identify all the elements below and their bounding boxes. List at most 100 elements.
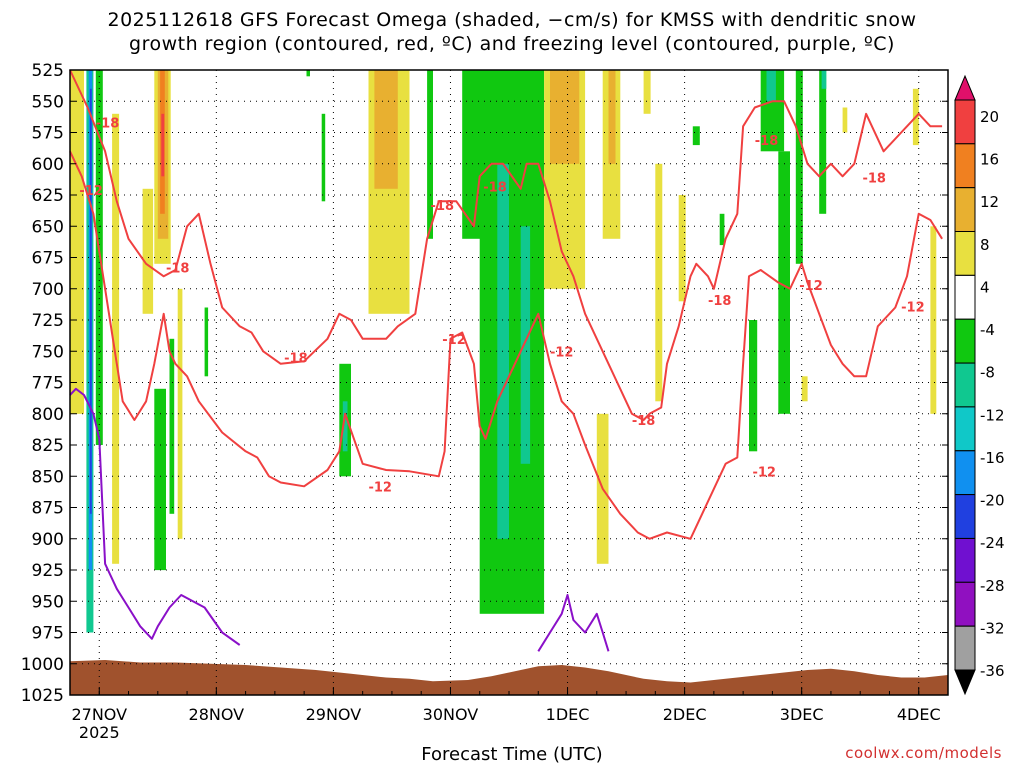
- colorbar-label-4: 4: [980, 279, 990, 297]
- omega-shade-20: [374, 70, 398, 189]
- contour-label-13: -12: [799, 279, 823, 294]
- omega-shade-16: [321, 113, 326, 202]
- colorbar-bin-6: [954, 318, 976, 364]
- y-tick-label-7: 700: [32, 280, 64, 300]
- colorbar-bin-11: [954, 538, 976, 583]
- x-tick-label-4: 1DEC: [546, 705, 590, 724]
- y-tick-label-15: 900: [32, 530, 64, 550]
- colorbar-bottom-arrow: [954, 669, 976, 696]
- x-tick-sublabel-0: 2025: [79, 723, 120, 742]
- omega-shade-39: [778, 151, 790, 414]
- x-tick-label-3: 30NOV: [423, 705, 479, 724]
- contour-label-2: -18: [166, 262, 190, 277]
- colorbar-label-11: -28: [980, 577, 1005, 595]
- freezing-level-contour-2: [537, 594, 610, 652]
- title-line-2: growth region (contoured, red, ºC) and f…: [129, 33, 895, 55]
- y-axis: 525 550 575 600 625 650 675 700 725 750 775 800 825 8…: [21, 61, 948, 706]
- omega-shade-23: [479, 70, 545, 614]
- chart-title: 2025112618 GFS Forecast Omega (shaded, −…: [0, 8, 1024, 56]
- omega-shade-14: [204, 307, 209, 377]
- colorbar-label-9: -20: [980, 492, 1005, 510]
- y-tick-label-2: 575: [32, 124, 64, 144]
- contour-labels: -18 -12 -18 -18 -12 -18 -12 -18 -12 -18 -18 -18 -12 -…: [79, 117, 925, 496]
- y-tick-label-14: 875: [32, 499, 64, 519]
- dgz-contour-minus12: [69, 150, 943, 540]
- y-tick-label-17: 950: [32, 592, 64, 612]
- terrain-area: [70, 660, 948, 695]
- x-tick-label-2: 29NOV: [306, 705, 362, 724]
- colorbar-bin-9: [954, 450, 976, 496]
- y-tick-label-13: 850: [32, 467, 64, 487]
- omega-shade-42: [821, 70, 827, 89]
- colorbar-bin-3: [954, 187, 976, 232]
- y-tick-label-16: 925: [32, 561, 64, 581]
- omega-shade-25: [520, 226, 531, 464]
- omega-shade-10: [161, 113, 165, 177]
- contour-label-1: -12: [79, 184, 103, 199]
- colorbar-bin-5: [954, 274, 976, 320]
- contour-label-0: -18: [96, 117, 120, 132]
- y-tick-label-0: 525: [32, 61, 64, 81]
- omega-shade-35: [719, 213, 725, 246]
- colorbar-label-10: -24: [980, 534, 1005, 552]
- y-tick-label-9: 750: [32, 342, 64, 362]
- omega-shade-3: [89, 88, 92, 514]
- freezing-level-contour: [69, 387, 241, 646]
- y-tick-label-5: 650: [32, 217, 64, 237]
- contour-label-11: -18: [755, 134, 779, 149]
- omega-shade-0: [70, 70, 84, 414]
- colorbar-label-13: -36: [980, 662, 1005, 680]
- contour-label-3: -18: [284, 352, 308, 367]
- colorbar-label-12: -32: [980, 619, 1005, 637]
- y-tick-label-4: 625: [32, 186, 64, 206]
- omega-shade-29: [608, 70, 616, 164]
- omega-shade-24: [497, 163, 509, 539]
- y-tick-label-3: 600: [32, 155, 64, 175]
- omega-shade-11: [154, 388, 166, 571]
- x-tick-label-7: 4DEC: [897, 705, 941, 724]
- colorbar-label-2: 12: [980, 193, 999, 211]
- y-tick-label-1: 550: [32, 92, 64, 112]
- omega-shade-43: [801, 376, 808, 402]
- colorbar-bin-12: [954, 581, 976, 627]
- contour-label-14: -18: [862, 172, 886, 187]
- colorbar-bin-2: [954, 143, 976, 189]
- contours: [69, 69, 943, 652]
- colorbar-bin-8: [954, 406, 976, 452]
- colorbar-label-8: -16: [980, 449, 1005, 467]
- gridlines: [70, 70, 948, 695]
- y-tick-label-10: 775: [32, 374, 64, 394]
- x-tick-label-1: 28NOV: [189, 705, 245, 724]
- colorbar-label-0: 20: [980, 108, 999, 126]
- omega-shade-36: [749, 320, 758, 452]
- colorbar-top-arrow: [954, 74, 976, 101]
- contour-label-10: -18: [708, 294, 732, 309]
- omega-shade-44: [842, 107, 848, 133]
- y-tick-label-8: 725: [32, 311, 64, 331]
- omega-shade-40: [795, 70, 803, 264]
- colorbar-label-6: -8: [980, 364, 995, 382]
- x-tick-label-5: 2DEC: [663, 705, 707, 724]
- terrain: [70, 660, 948, 695]
- omega-shading: [70, 70, 937, 633]
- x-axis-title: Forecast Time (UTC): [421, 744, 603, 765]
- contour-label-15: -12: [901, 300, 925, 315]
- omega-shade-27: [550, 70, 580, 164]
- colorbar-bin-7: [954, 362, 976, 408]
- colorbar-bin-1: [954, 99, 976, 145]
- colorbar: 20 16 12 8 4 -4 -8 -12 -16 -20 -24 -28 -32 -36: [954, 74, 1005, 696]
- colorbar-label-3: 8: [980, 236, 990, 254]
- y-tick-label-20: 1025: [21, 686, 64, 706]
- omega-shade-12: [169, 338, 175, 514]
- contour-label-4: -12: [368, 480, 392, 495]
- contour-label-9: -18: [632, 414, 656, 429]
- y-tick-label-18: 975: [32, 624, 64, 644]
- colorbar-bin-4: [954, 231, 976, 276]
- omega-shade-38: [766, 70, 776, 102]
- omega-shade-6: [142, 188, 154, 314]
- omega-shade-21: [427, 70, 433, 239]
- dgz-contour-minus18: [69, 69, 943, 421]
- contour-label-6: -12: [442, 333, 466, 348]
- contour-label-7: -18: [483, 180, 507, 195]
